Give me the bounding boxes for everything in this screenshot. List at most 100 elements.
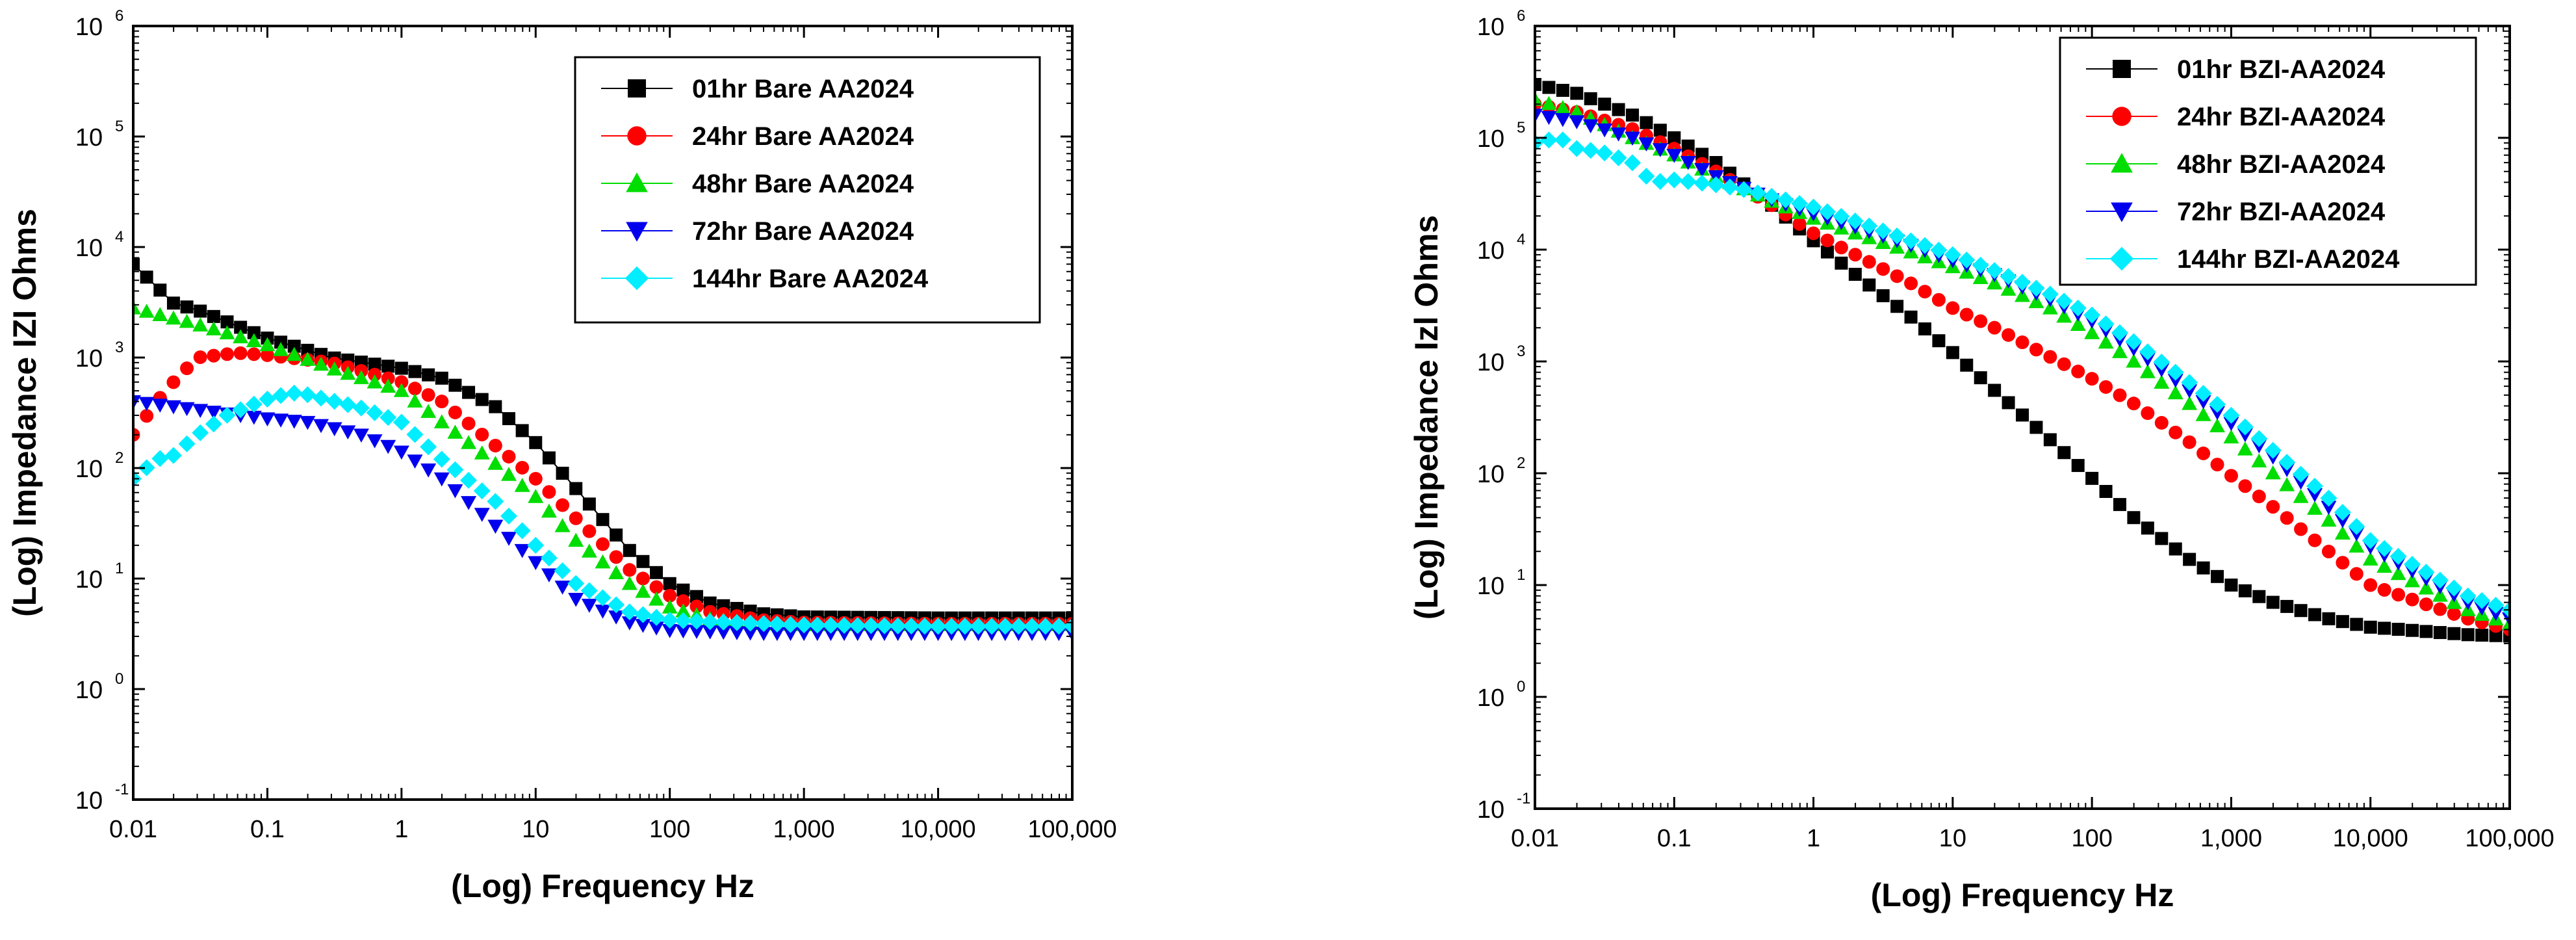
y-tick-label: 10 <box>75 677 103 704</box>
data-point <box>2419 625 2433 638</box>
data-point <box>152 307 168 321</box>
data-point <box>259 337 276 352</box>
data-point <box>218 406 236 424</box>
data-point <box>634 606 652 623</box>
legend-label: 48hr Bare AA2024 <box>692 170 914 198</box>
data-point <box>1596 144 1614 162</box>
data-point <box>1876 262 1890 276</box>
x-tick-label: 10,000 <box>2333 825 2408 852</box>
data-point <box>2002 396 2015 410</box>
data-point <box>2447 627 2461 640</box>
data-point <box>1037 618 1054 635</box>
x-tick-label: 0.1 <box>1657 825 1692 852</box>
data-point <box>836 617 853 634</box>
data-point <box>2043 433 2057 447</box>
data-point <box>205 415 222 433</box>
y-tick-label: 10 <box>1477 796 1504 824</box>
y-tick-label: 10 <box>75 787 103 815</box>
data-point <box>2445 579 2463 597</box>
data-point <box>1874 222 1892 240</box>
data-point <box>1944 246 1961 263</box>
data-point <box>608 596 625 614</box>
data-point <box>1888 227 1906 244</box>
data-point <box>2475 629 2489 642</box>
data-point <box>1679 173 1697 190</box>
data-point <box>138 304 155 318</box>
data-point <box>1666 149 1682 163</box>
data-point <box>1666 171 1683 189</box>
data-point <box>2195 385 2212 402</box>
data-point <box>2389 547 2407 565</box>
data-point <box>2322 612 2336 625</box>
data-point <box>1986 262 2003 280</box>
data-point <box>1792 216 1807 231</box>
data-point <box>2252 590 2266 603</box>
data-point <box>2195 395 2211 410</box>
y-tick-exponent: 0 <box>115 670 123 688</box>
legend-item: 144hr Bare AA2024 <box>601 265 929 293</box>
data-point <box>1890 300 1904 313</box>
data-point <box>1820 233 1835 248</box>
data-point <box>2433 626 2447 640</box>
data-point <box>433 450 450 468</box>
data-point <box>393 383 409 397</box>
data-point <box>701 613 719 631</box>
data-point <box>2015 335 2029 350</box>
data-point <box>2336 615 2349 629</box>
data-point <box>610 529 623 542</box>
data-point <box>1569 104 1585 118</box>
data-point <box>487 493 504 510</box>
data-point <box>2209 418 2225 432</box>
data-point <box>983 618 1001 635</box>
data-point <box>1960 358 1974 372</box>
data-point <box>1749 184 1766 202</box>
data-point <box>2461 628 2475 642</box>
legend-marker <box>2111 202 2133 222</box>
data-point <box>876 617 893 634</box>
data-point <box>2057 446 2071 460</box>
data-point <box>527 536 545 554</box>
data-point <box>2404 556 2421 573</box>
data-point <box>133 395 141 410</box>
data-point <box>380 409 397 426</box>
legend-label: 48hr BZI-AA2024 <box>2177 150 2386 179</box>
data-point <box>862 617 880 634</box>
series-5 <box>133 384 1072 635</box>
data-point <box>166 375 181 389</box>
data-point <box>2334 514 2351 529</box>
y-tick-exponent: 1 <box>115 560 123 577</box>
y-tick-label: 10 <box>1477 461 1504 488</box>
data-point <box>2224 469 2238 483</box>
legend-item: 01hr BZI-AA2024 <box>2086 55 2386 84</box>
data-point <box>621 603 638 621</box>
data-point <box>2377 582 2391 597</box>
data-point <box>581 599 597 613</box>
data-point <box>795 616 813 634</box>
data-point <box>151 450 169 467</box>
data-point <box>287 339 301 353</box>
data-point <box>180 361 194 376</box>
y-tick-exponent: 4 <box>1517 231 1525 248</box>
data-point <box>2127 511 2141 525</box>
data-point <box>1791 195 1809 213</box>
data-point <box>2181 374 2198 391</box>
data-point <box>1582 119 1599 134</box>
data-point <box>2111 324 2128 341</box>
data-point <box>367 374 383 389</box>
data-point <box>205 406 222 420</box>
y-tick-exponent: 6 <box>1517 7 1525 25</box>
data-point <box>447 424 463 439</box>
data-point <box>286 415 302 429</box>
data-point <box>2266 500 2280 514</box>
data-point <box>2418 580 2434 595</box>
data-point <box>2210 458 2224 472</box>
legend-marker <box>2109 246 2134 271</box>
data-point <box>1958 251 1976 268</box>
data-point <box>2196 446 2211 460</box>
data-point <box>556 498 570 512</box>
data-point <box>487 519 504 534</box>
y-tick-exponent: -1 <box>115 781 129 798</box>
data-point <box>313 419 329 434</box>
